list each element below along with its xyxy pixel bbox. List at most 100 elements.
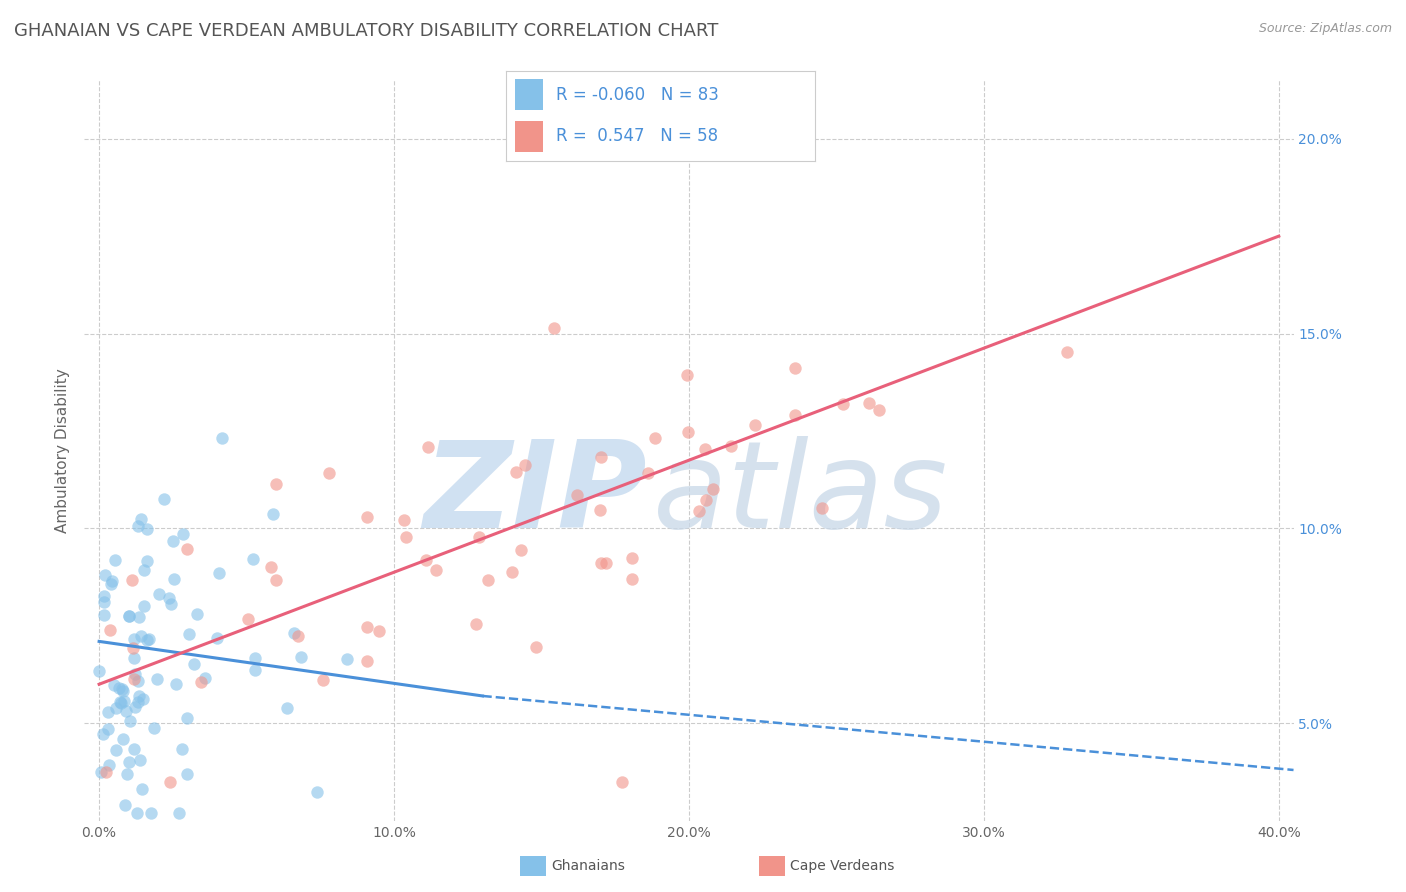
Point xyxy=(744,417,766,432)
Point xyxy=(591,556,613,570)
Point xyxy=(783,361,806,376)
Point xyxy=(176,767,198,781)
Point xyxy=(702,482,724,496)
Text: GHANAIAN VS CAPE VERDEAN AMBULATORY DISABILITY CORRELATION CHART: GHANAIAN VS CAPE VERDEAN AMBULATORY DISA… xyxy=(14,22,718,40)
Point xyxy=(305,785,328,799)
Bar xyxy=(516,79,543,110)
Point xyxy=(505,465,527,479)
Point xyxy=(93,607,115,622)
Point xyxy=(120,714,142,728)
Point xyxy=(477,573,499,587)
Point xyxy=(104,553,127,567)
Point xyxy=(90,765,112,780)
Point xyxy=(243,664,266,678)
Point xyxy=(100,577,122,591)
Point xyxy=(121,573,143,587)
Point xyxy=(501,565,523,579)
Point xyxy=(688,504,710,518)
Point xyxy=(868,403,890,417)
Point xyxy=(276,701,298,715)
Point xyxy=(108,681,131,695)
Point xyxy=(108,695,131,709)
Text: atlas: atlas xyxy=(652,436,948,553)
Point xyxy=(832,397,855,411)
Point xyxy=(122,641,145,656)
Point xyxy=(415,553,437,567)
Point xyxy=(124,699,146,714)
Point xyxy=(176,541,198,556)
Point xyxy=(183,657,205,671)
Point xyxy=(1056,344,1078,359)
Text: Ghanaians: Ghanaians xyxy=(551,859,626,873)
Point xyxy=(97,723,120,737)
Point xyxy=(91,727,114,741)
Point xyxy=(118,609,141,624)
Point xyxy=(105,701,128,715)
Point xyxy=(93,589,115,603)
Point xyxy=(513,458,536,472)
Point xyxy=(176,711,198,725)
Point xyxy=(264,476,287,491)
Point xyxy=(260,560,283,574)
Point xyxy=(127,695,149,709)
Point xyxy=(810,501,832,516)
Point xyxy=(143,721,166,735)
Point xyxy=(644,432,666,446)
Point xyxy=(336,652,359,666)
Point xyxy=(136,522,159,536)
Point xyxy=(89,665,111,679)
Point xyxy=(695,493,717,508)
Point xyxy=(179,626,201,640)
Point xyxy=(287,629,309,643)
Point xyxy=(205,631,228,645)
Point xyxy=(720,439,742,453)
Point xyxy=(637,467,659,481)
Point xyxy=(356,655,378,669)
Text: Source: ZipAtlas.com: Source: ZipAtlas.com xyxy=(1258,22,1392,36)
Point xyxy=(138,632,160,646)
Point xyxy=(620,550,643,565)
Point xyxy=(318,466,340,480)
Point xyxy=(356,510,378,524)
Point xyxy=(162,572,184,586)
Point xyxy=(112,731,135,746)
Point xyxy=(425,563,447,577)
Point xyxy=(543,321,565,335)
Point xyxy=(160,597,183,611)
Point xyxy=(524,640,547,654)
Point xyxy=(122,650,145,665)
Point xyxy=(105,743,128,757)
Point xyxy=(395,530,418,544)
Point xyxy=(169,805,191,820)
Point xyxy=(139,805,162,820)
Point xyxy=(101,574,124,588)
Point xyxy=(122,632,145,647)
Point xyxy=(136,632,159,647)
Point xyxy=(418,440,440,454)
Point xyxy=(392,513,415,527)
Point xyxy=(785,408,807,422)
Point xyxy=(115,704,138,718)
Point xyxy=(510,542,533,557)
Y-axis label: Ambulatory Disability: Ambulatory Disability xyxy=(55,368,70,533)
Point xyxy=(132,599,155,613)
Point xyxy=(132,692,155,706)
Point xyxy=(136,554,159,568)
Point xyxy=(129,512,152,526)
Text: R =  0.547   N = 58: R = 0.547 N = 58 xyxy=(555,128,718,145)
Point xyxy=(675,368,697,382)
Point xyxy=(127,519,149,533)
Point xyxy=(612,774,634,789)
Point xyxy=(172,526,194,541)
Point xyxy=(103,678,125,692)
Point xyxy=(468,530,491,544)
Point xyxy=(368,624,391,638)
Point xyxy=(153,491,176,506)
Point xyxy=(117,767,139,781)
Point xyxy=(127,674,149,689)
Point xyxy=(129,753,152,767)
Point xyxy=(128,690,150,704)
Point xyxy=(157,591,180,606)
Point xyxy=(262,507,284,521)
Text: Cape Verdeans: Cape Verdeans xyxy=(790,859,894,873)
